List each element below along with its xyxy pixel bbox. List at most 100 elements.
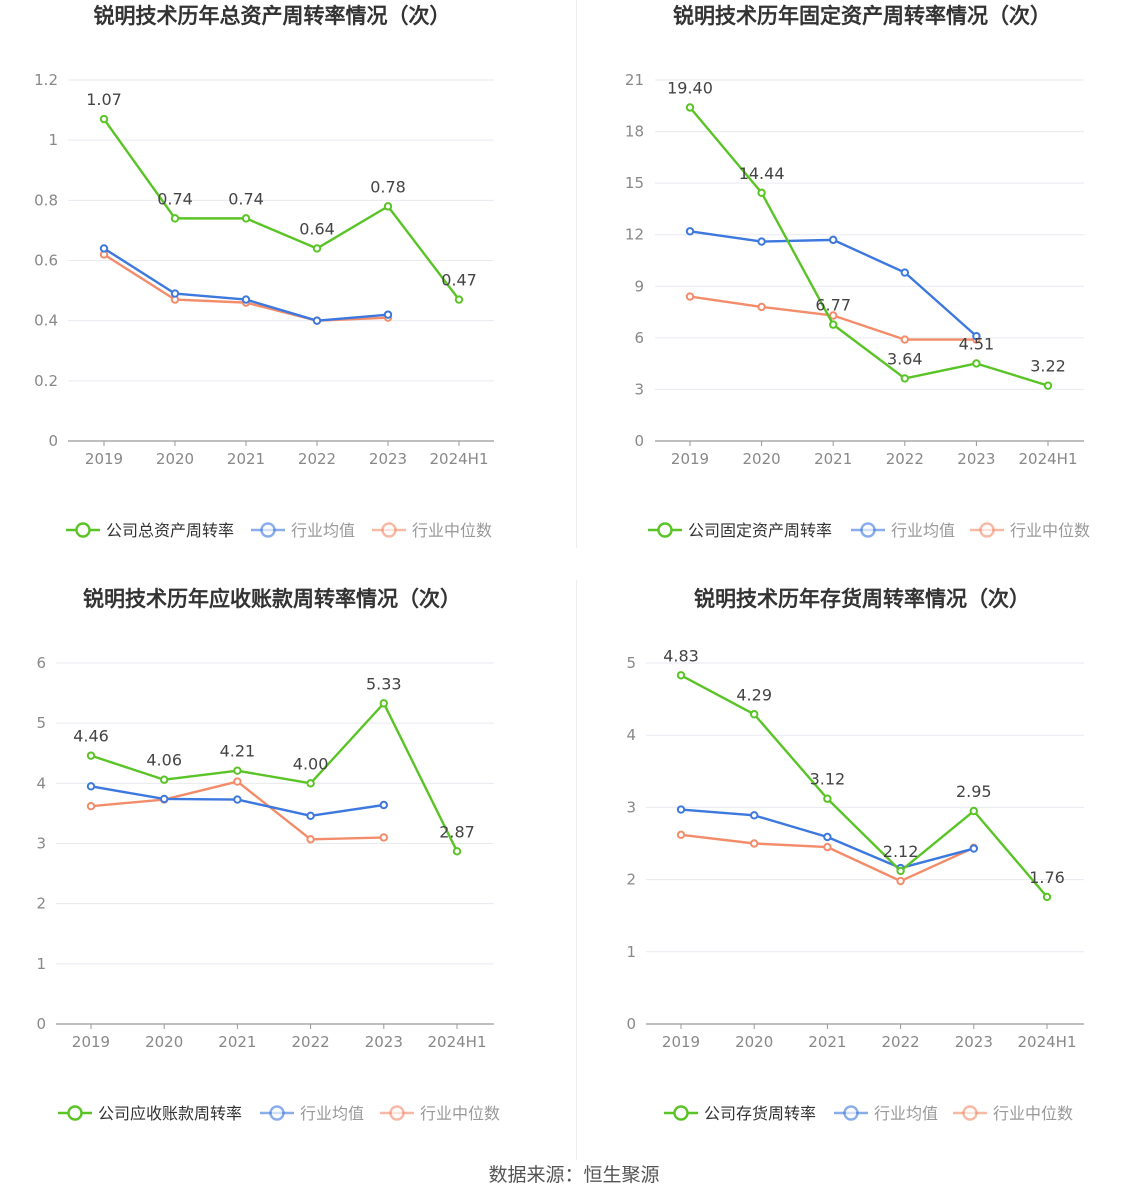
data-point-avg (972, 331, 981, 341)
legend-item-median: 行业中位数 (380, 1104, 500, 1123)
y-tick-label: 0.6 (34, 252, 58, 270)
y-tick-label: 6 (36, 654, 46, 672)
data-point-company (685, 103, 695, 112)
x-tick-label: 2024H1 (430, 450, 489, 468)
legend-item-median: 行业中位数 (970, 521, 1090, 540)
chart-3: 锐明技术历年应收账款周转率情况（次） 0 1 2 3 4 5 6 2019 2020 2021 202… (36, 587, 500, 1123)
x-tick-label: 2023 (955, 1033, 993, 1051)
legend-marker (260, 522, 276, 538)
legend-label: 行业中位数 (993, 1104, 1073, 1123)
legend-item-avg: 行业均值 (851, 521, 955, 540)
data-point-company (896, 866, 905, 876)
data-point-company (306, 779, 315, 788)
series-line-company (680, 674, 1048, 898)
chart-title: 锐明技术历年应收账款周转率情况（次） (83, 587, 461, 611)
y-tick-label: 15 (625, 174, 644, 192)
data-label: 6.77 (815, 296, 851, 315)
legend-item-company: 公司存货周转率 (664, 1104, 816, 1123)
data-point-avg (160, 794, 169, 804)
data-point-company (379, 699, 388, 708)
data-point-avg (750, 811, 759, 820)
series-line-median (103, 253, 389, 322)
data-point-median (896, 876, 905, 886)
legend-item-company: 公司应收账款周转率 (58, 1104, 242, 1123)
data-point-company (972, 359, 981, 368)
data-point-company (829, 320, 838, 329)
data-point-median (823, 842, 832, 852)
y-tick-label: 3 (626, 798, 636, 816)
data-point-company (312, 244, 322, 253)
y-tick-label: 1 (48, 131, 58, 149)
x-tick-label: 2022 (292, 1033, 330, 1051)
y-tick-label: 9 (634, 277, 644, 295)
data-point-avg (170, 289, 180, 298)
y-tick-label: 6 (634, 329, 644, 347)
legend-label: 行业均值 (874, 1104, 938, 1123)
divider-bottom (576, 580, 577, 1160)
data-point-avg (383, 310, 393, 319)
x-tick-label: 2024H1 (428, 1033, 487, 1051)
data-label: 19.40 (667, 79, 713, 98)
legend-label: 公司存货周转率 (704, 1104, 816, 1123)
y-tick-label: 12 (625, 226, 644, 244)
y-tick-label: 5 (626, 654, 636, 672)
legend-item-median: 行业中位数 (953, 1104, 1073, 1123)
y-tick-label: 0.8 (34, 191, 58, 209)
series-line-company (90, 702, 459, 852)
data-label: 0.74 (157, 189, 193, 208)
y-tick-label: 1 (626, 943, 636, 961)
legend-marker (979, 522, 995, 538)
data-label: 1.76 (1029, 868, 1065, 887)
legend-item-avg: 行业均值 (251, 521, 355, 540)
legend-label: 公司总资产周转率 (106, 521, 234, 540)
data-point-company (676, 671, 686, 680)
legend-item-company: 公司总资产周转率 (66, 521, 234, 540)
data-point-median (757, 302, 766, 312)
y-tick-label: 0 (634, 432, 644, 450)
y-tick-label: 4 (36, 774, 46, 792)
data-label: 4.06 (146, 751, 182, 770)
data-point-company (900, 374, 909, 383)
chart-4: 锐明技术历年存货周转率情况（次） 0 1 2 3 4 5 2019 2020 2021 2022 20… (626, 587, 1084, 1123)
data-label: 4.51 (959, 334, 995, 353)
data-label: 0.47 (441, 271, 477, 290)
chart-1: 锐明技术历年总资产周转率情况（次） 0 0.2 0.4 0.6 0.8 1 1.2 2019 20… (34, 4, 494, 540)
data-point-company (1042, 892, 1052, 902)
legend-item-avg: 行业均值 (834, 1104, 938, 1123)
chart-title: 锐明技术历年存货周转率情况（次） (694, 587, 1030, 611)
y-tick-label: 3 (634, 380, 644, 398)
data-label: 3.22 (1030, 357, 1066, 376)
data-label: 0.78 (370, 177, 406, 196)
data-point-company (383, 202, 393, 211)
data-point-median (829, 311, 838, 320)
data-label: 4.83 (663, 646, 699, 665)
legend-marker (67, 1105, 83, 1121)
legend-marker (75, 522, 91, 538)
y-tick-label: 1.2 (34, 71, 58, 89)
data-point-avg (676, 805, 686, 814)
y-tick-label: 2 (626, 871, 636, 889)
legend-label: 公司应收账款周转率 (98, 1104, 242, 1123)
y-tick-label: 1 (36, 955, 46, 973)
data-point-avg (829, 235, 838, 245)
data-point-avg (241, 295, 251, 304)
legend-label: 行业均值 (300, 1104, 364, 1123)
y-tick-label: 2 (36, 895, 46, 913)
y-tick-label: 18 (625, 123, 644, 141)
data-point-median (306, 835, 315, 844)
x-tick-label: 2019 (72, 1033, 110, 1051)
x-tick-label: 2020 (743, 450, 781, 468)
data-point-median (750, 839, 759, 848)
x-tick-label: 2023 (365, 1033, 403, 1051)
data-point-avg (233, 795, 242, 804)
data-point-median (900, 335, 909, 344)
data-label: 2.95 (956, 782, 992, 801)
legend-marker (860, 522, 876, 538)
x-tick-label: 2023 (369, 450, 407, 468)
data-point-avg (823, 832, 832, 842)
x-tick-label: 2024H1 (1018, 1033, 1077, 1051)
data-point-median (685, 292, 695, 301)
x-tick-label: 2022 (886, 450, 924, 468)
data-point-company (99, 114, 109, 124)
